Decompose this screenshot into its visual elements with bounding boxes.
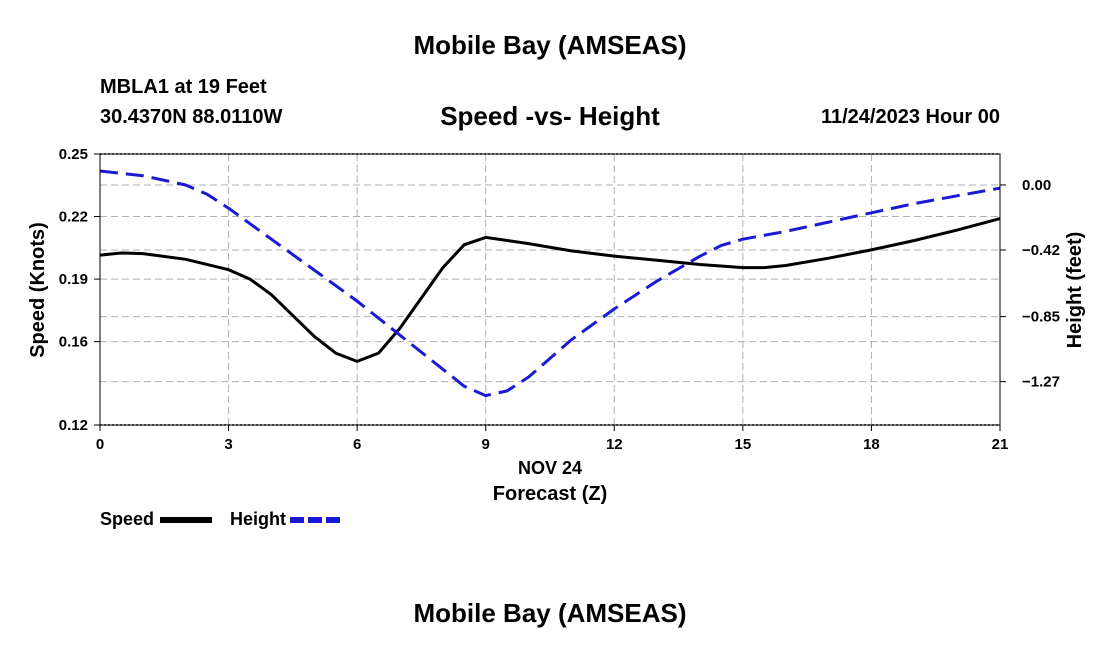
y-axis-right-title: Height (feet) [1064,232,1086,349]
y-left-tick-label: 0.25 [59,146,88,163]
y-right-tick-label: −0.85 [1022,309,1060,326]
chart-title: Mobile Bay (AMSEAS) [413,30,687,60]
plot-frame [99,153,1001,426]
x-tick-label: 6 [353,436,361,453]
y-left-tick-label: 0.16 [59,334,88,351]
x-tick-label: 12 [606,436,623,453]
run-date-label: 11/24/2023 Hour 00 [820,106,1000,128]
x-axis-title: Forecast (Z) [493,483,607,505]
legend-speed-label: Speed [100,509,155,529]
grid [100,154,1000,425]
series-line-speed [99,217,1001,363]
x-tick-label: 21 [992,436,1009,453]
station-label: MBLA1 at 19 Feet [100,76,267,98]
y-right-tick-label: −1.27 [1022,374,1060,391]
y-left-tick-label: 0.19 [59,271,88,288]
x-axis-date-label: NOV 24 [518,458,582,478]
x-tick-label: 0 [96,436,104,453]
series-layer [99,169,1001,398]
x-tick-label: 15 [735,436,752,453]
coordinates-label: 30.4370N 88.0110W [100,106,283,128]
legend-height-swatch [290,517,342,523]
x-tick-label: 9 [482,436,490,453]
y-right-tick-label: −0.42 [1022,242,1060,259]
y-right-tick-label: 0.00 [1022,177,1051,194]
axes: 0 3 6 9 12 15 18 21 0.12 0.16 0.19 0.22 0.25 0.00 −0.4… [59,146,1060,453]
chart-subtitle: Speed -vs- Height [440,101,660,131]
y-axis-left-title: Speed (Knots) [27,222,49,358]
x-tick-label: 3 [224,436,232,453]
y-left-tick-label: 0.22 [59,209,88,226]
footer-title: Mobile Bay (AMSEAS) [413,598,687,628]
legend-speed-swatch [160,517,212,523]
x-tick-label: 18 [863,436,880,453]
y-left-tick-label: 0.12 [59,417,88,434]
legend-height-label: Height [230,509,286,529]
series-line-height [99,169,1001,398]
